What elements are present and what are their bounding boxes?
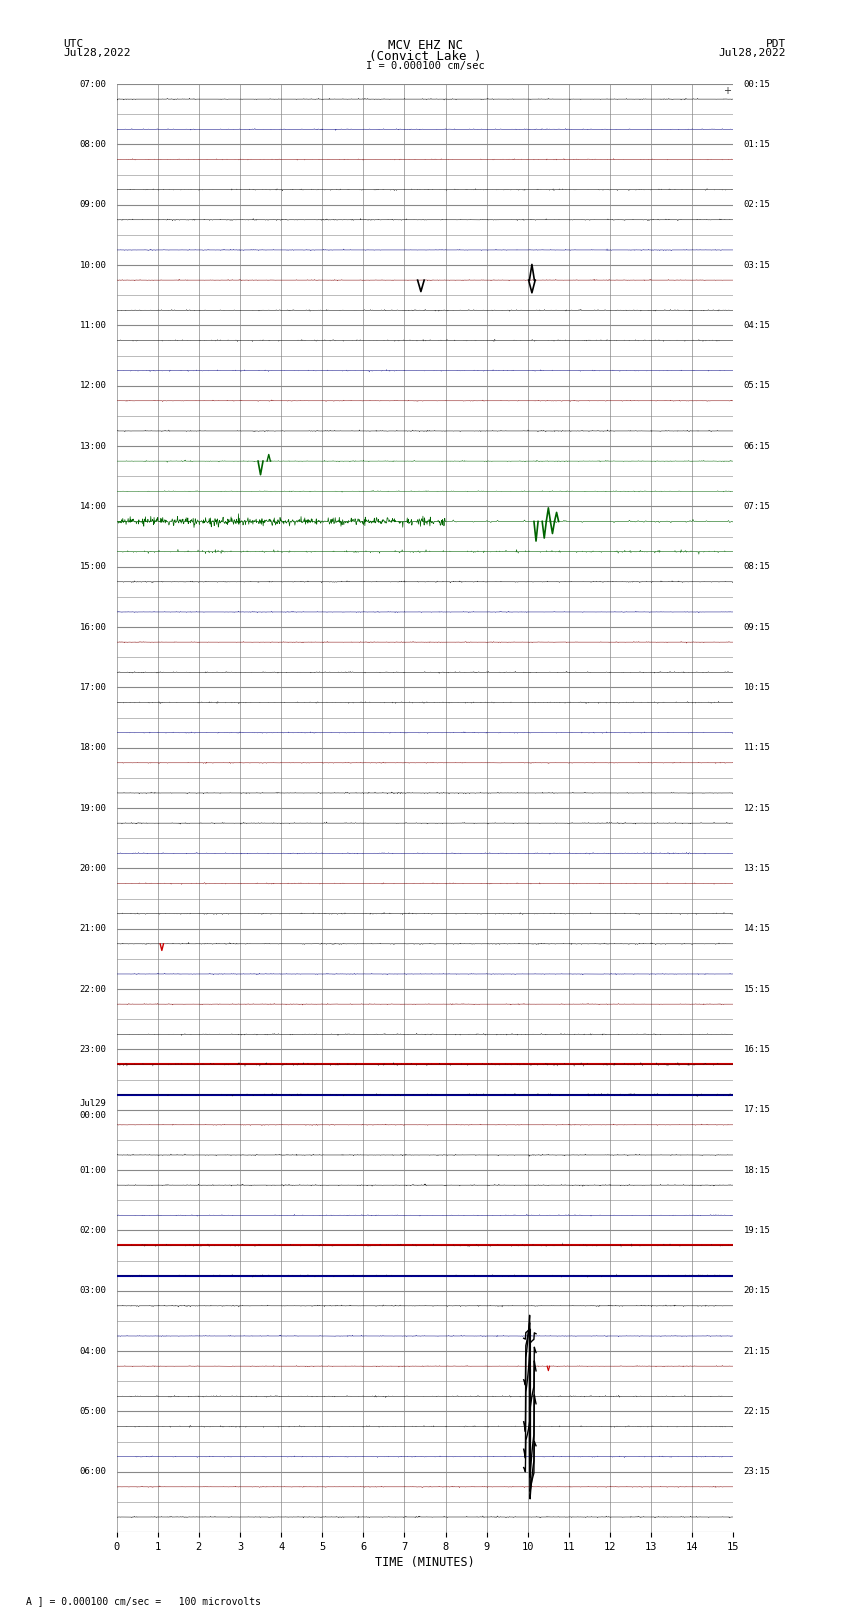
Text: 10:00: 10:00 — [79, 261, 106, 269]
Text: 04:15: 04:15 — [744, 321, 771, 331]
Text: 11:00: 11:00 — [79, 321, 106, 331]
Text: +: + — [723, 85, 731, 95]
Text: 19:00: 19:00 — [79, 803, 106, 813]
Text: 00:00: 00:00 — [79, 1111, 106, 1121]
Text: 08:15: 08:15 — [744, 563, 771, 571]
X-axis label: TIME (MINUTES): TIME (MINUTES) — [375, 1557, 475, 1569]
Text: 16:15: 16:15 — [744, 1045, 771, 1053]
Text: PDT: PDT — [766, 39, 786, 48]
Text: A ] = 0.000100 cm/sec =   100 microvolts: A ] = 0.000100 cm/sec = 100 microvolts — [26, 1597, 260, 1607]
Text: 17:00: 17:00 — [79, 682, 106, 692]
Text: 01:00: 01:00 — [79, 1166, 106, 1174]
Text: 23:00: 23:00 — [79, 1045, 106, 1053]
Text: 18:00: 18:00 — [79, 744, 106, 752]
Text: 14:00: 14:00 — [79, 502, 106, 511]
Text: 15:00: 15:00 — [79, 563, 106, 571]
Text: (Convict Lake ): (Convict Lake ) — [369, 50, 481, 63]
Text: 02:15: 02:15 — [744, 200, 771, 210]
Text: UTC: UTC — [64, 39, 84, 48]
Text: 02:00: 02:00 — [79, 1226, 106, 1236]
Text: MCV EHZ NC: MCV EHZ NC — [388, 39, 462, 52]
Text: 22:15: 22:15 — [744, 1407, 771, 1416]
Text: 20:00: 20:00 — [79, 865, 106, 873]
Text: 06:00: 06:00 — [79, 1468, 106, 1476]
Text: 05:15: 05:15 — [744, 381, 771, 390]
Text: 16:00: 16:00 — [79, 623, 106, 632]
Text: 09:15: 09:15 — [744, 623, 771, 632]
Text: 12:15: 12:15 — [744, 803, 771, 813]
Text: 01:15: 01:15 — [744, 140, 771, 148]
Text: Jul28,2022: Jul28,2022 — [64, 48, 131, 58]
Text: 14:15: 14:15 — [744, 924, 771, 934]
Text: 00:15: 00:15 — [744, 79, 771, 89]
Text: 10:15: 10:15 — [744, 682, 771, 692]
Text: 09:00: 09:00 — [79, 200, 106, 210]
Text: 03:00: 03:00 — [79, 1286, 106, 1295]
Text: 19:15: 19:15 — [744, 1226, 771, 1236]
Text: Jul28,2022: Jul28,2022 — [719, 48, 786, 58]
Text: 13:00: 13:00 — [79, 442, 106, 450]
Text: 11:15: 11:15 — [744, 744, 771, 752]
Text: I = 0.000100 cm/sec: I = 0.000100 cm/sec — [366, 61, 484, 71]
Text: 06:15: 06:15 — [744, 442, 771, 450]
Text: 13:15: 13:15 — [744, 865, 771, 873]
Text: 18:15: 18:15 — [744, 1166, 771, 1174]
Text: 21:00: 21:00 — [79, 924, 106, 934]
Text: 15:15: 15:15 — [744, 984, 771, 994]
Text: 21:15: 21:15 — [744, 1347, 771, 1355]
Text: 20:15: 20:15 — [744, 1286, 771, 1295]
Text: 05:00: 05:00 — [79, 1407, 106, 1416]
Text: 12:00: 12:00 — [79, 381, 106, 390]
Text: 17:15: 17:15 — [744, 1105, 771, 1115]
Text: 04:00: 04:00 — [79, 1347, 106, 1355]
Text: 07:15: 07:15 — [744, 502, 771, 511]
Text: 07:00: 07:00 — [79, 79, 106, 89]
Text: 08:00: 08:00 — [79, 140, 106, 148]
Text: 22:00: 22:00 — [79, 984, 106, 994]
Text: Jul29: Jul29 — [79, 1098, 106, 1108]
Text: 03:15: 03:15 — [744, 261, 771, 269]
Text: 23:15: 23:15 — [744, 1468, 771, 1476]
